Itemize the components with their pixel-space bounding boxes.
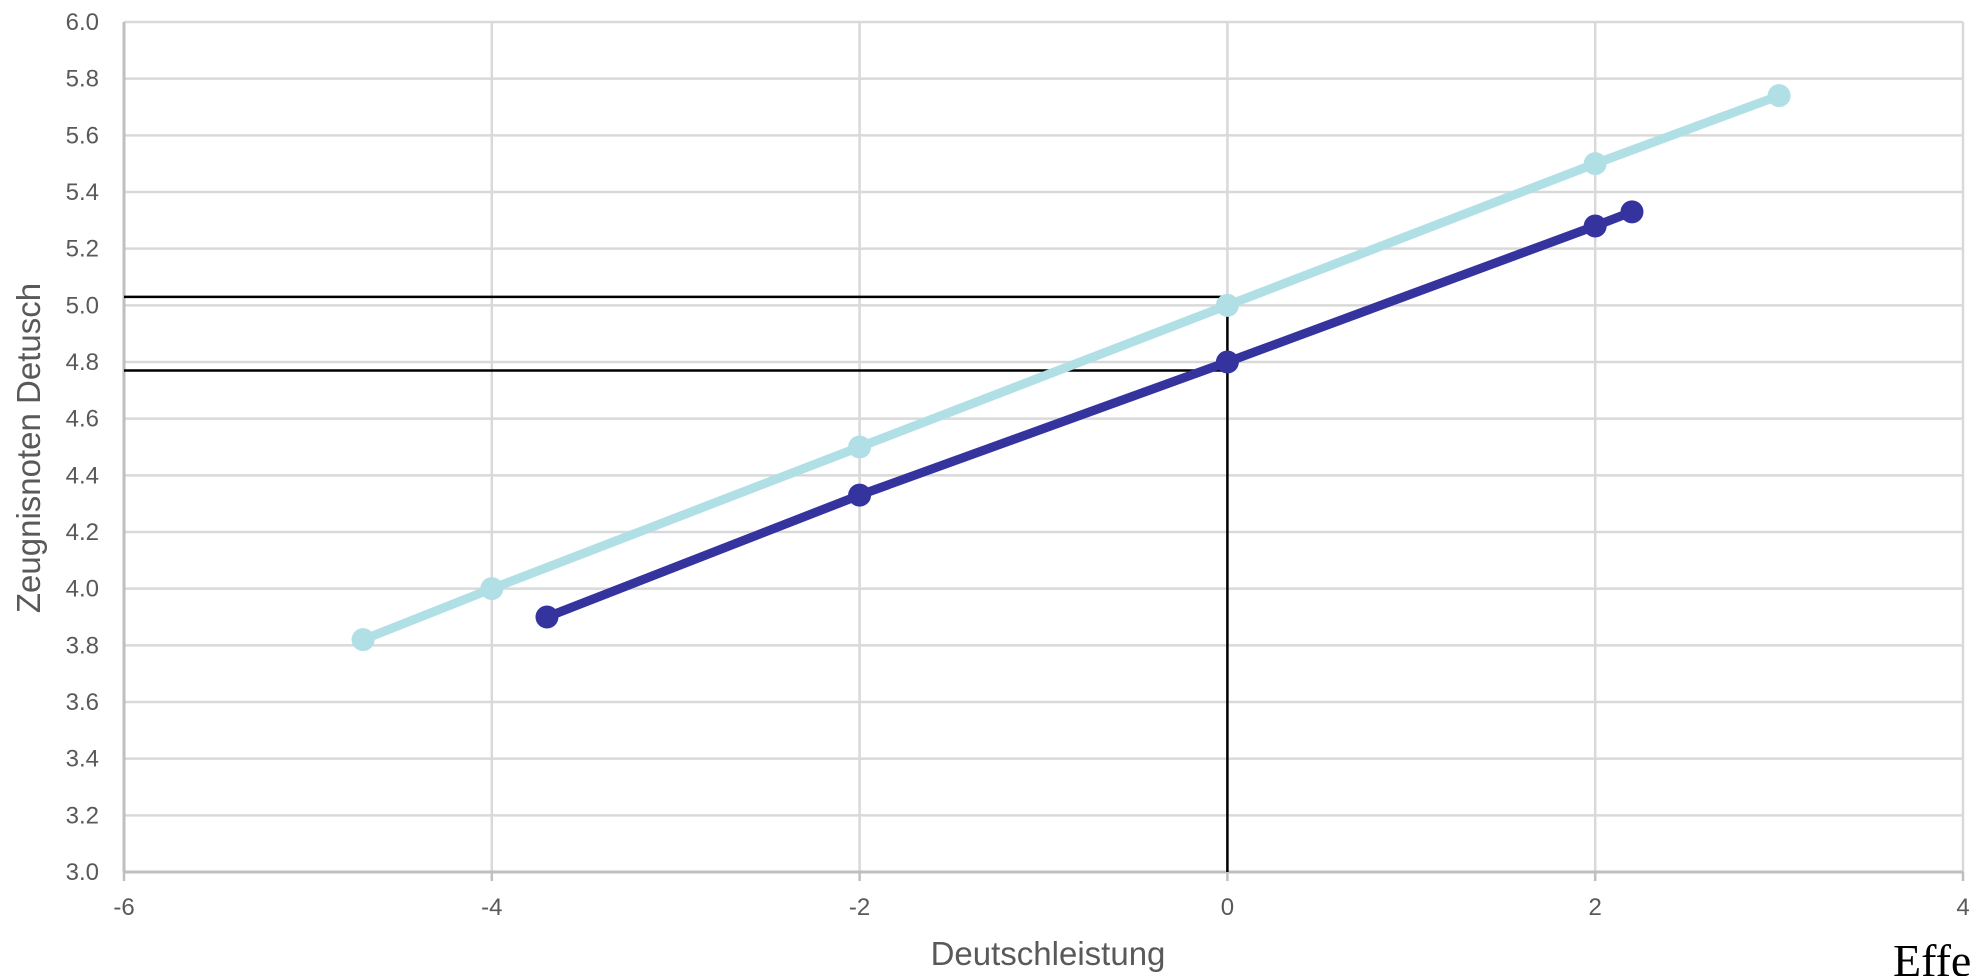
series-2-point	[535, 605, 559, 629]
corner-text: Effe	[1893, 935, 1971, 976]
tick-labels: 3.0 3.2 3.4 3.6 3.8 4.0 4.2 4.4 4.6 4.8 5.0 5.2 5.4 5…	[66, 9, 1970, 921]
y-tick-label: 4.6	[66, 406, 99, 433]
x-tick-label: 0	[1221, 894, 1234, 921]
series-1-point	[1767, 84, 1791, 108]
series-1-point	[1583, 152, 1607, 176]
series-1-point	[848, 435, 872, 459]
x-tick-label: -2	[849, 894, 870, 921]
y-tick-label: 4.4	[66, 462, 99, 489]
y-tick-label: 4.0	[66, 576, 99, 603]
y-axis-title: Zeugnisnoten Detusch	[10, 283, 47, 613]
series-1-point	[480, 577, 504, 601]
y-tick-label: 3.4	[66, 746, 99, 773]
y-tick-label: 5.6	[66, 122, 99, 149]
y-tick-label: 5.2	[66, 236, 99, 263]
x-tick-label: 2	[1589, 894, 1602, 921]
x-axis-title: Deutschleistung	[931, 935, 1166, 972]
y-tick-label: 6.0	[66, 9, 99, 36]
series-2-point	[1215, 350, 1239, 374]
axes	[122, 22, 1965, 881]
series-2	[535, 200, 1644, 629]
y-tick-label: 5.8	[66, 66, 99, 93]
y-tick-label: 3.0	[66, 859, 99, 886]
y-tick-label: 5.4	[66, 179, 99, 206]
series-layer	[351, 84, 1791, 652]
x-tick-label: -6	[113, 894, 134, 921]
y-tick-label: 5.0	[66, 292, 99, 319]
y-tick-label: 3.8	[66, 632, 99, 659]
y-tick-label: 3.2	[66, 802, 99, 829]
series-1-line	[358, 91, 1784, 645]
x-tick-label: 4	[1956, 894, 1969, 921]
y-tick-label: 4.2	[66, 519, 99, 546]
series-1-point	[351, 628, 375, 652]
series-2-point	[1620, 200, 1644, 224]
x-tick-label: -4	[481, 894, 502, 921]
y-tick-label: 4.8	[66, 349, 99, 376]
series-1-point	[1215, 293, 1239, 317]
series-2-point	[848, 483, 872, 507]
y-tick-label: 3.6	[66, 689, 99, 716]
reference-lines	[124, 295, 1229, 872]
grid-lines	[124, 20, 1965, 872]
series-2-point	[1583, 214, 1607, 238]
series-2-line	[542, 207, 1637, 622]
series-1	[351, 84, 1791, 652]
